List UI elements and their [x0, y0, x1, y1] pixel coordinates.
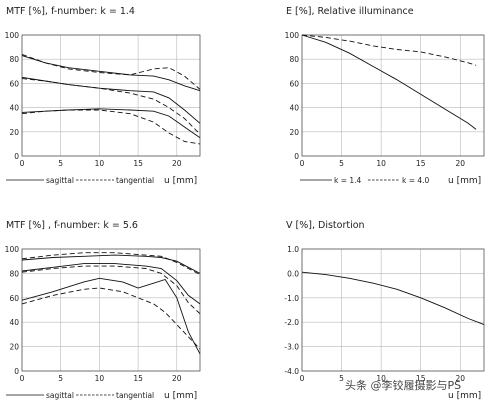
- chart-title: MTF [%] , f-number: k = 5.6: [6, 220, 138, 231]
- legend-label: k = 1.4: [334, 176, 362, 185]
- series-line-solid: [301, 271, 485, 326]
- series-line-dashed: [21, 78, 201, 135]
- x-tick-label: 10: [95, 374, 105, 383]
- series-line-solid: [21, 277, 201, 355]
- legend-label: k = 4.0: [402, 176, 430, 185]
- chart-distortion: V [%], Distortion 0 5 10 15 20 -4.0 -3.0 -2.0 -1.…: [284, 220, 485, 401]
- x-tick-label: 20: [172, 159, 182, 168]
- y-tick-label: -4.0: [284, 367, 299, 376]
- y-tick-label: 20: [9, 128, 19, 137]
- series-line-solid: [301, 34, 477, 130]
- legend-label: sagittal: [46, 391, 74, 400]
- x-tick-label: 10: [376, 159, 386, 168]
- legend-label: tangential: [116, 391, 154, 400]
- y-tick-label: 80: [289, 55, 299, 64]
- series-line-dashed: [21, 287, 201, 350]
- x-tick-label: 5: [58, 374, 63, 383]
- watermark-text: 头条 @李铰履摄影与PS: [345, 378, 461, 392]
- y-tick-label: 20: [9, 343, 19, 352]
- x-axis-label: u [mm]: [164, 176, 197, 186]
- y-tick-label: 100: [5, 31, 20, 40]
- y-tick-label: 0: [294, 152, 299, 161]
- y-tick-label: 40: [289, 104, 299, 113]
- y-tick-label: -2.0: [284, 318, 299, 327]
- y-tick-label: 40: [9, 104, 19, 113]
- plot-frame: [301, 248, 485, 372]
- x-tick-label: 0: [20, 374, 25, 383]
- y-tick-label: 0: [14, 367, 19, 376]
- x-tick-label: 15: [416, 159, 426, 168]
- y-tick-label: 20: [289, 128, 299, 137]
- y-tick-label: 0: [14, 152, 19, 161]
- y-tick-label: 1.0: [287, 245, 299, 254]
- chart-relative-illuminance: E [%], Relative illuminance 0 5 10 15 20 0 20 40…: [285, 6, 485, 186]
- series-line-solid: [21, 263, 201, 305]
- y-tick-label: 80: [9, 269, 19, 278]
- y-tick-label: 60: [9, 79, 19, 88]
- legend-label: sagittal: [46, 176, 74, 185]
- plot-frame: [301, 34, 485, 157]
- x-tick-label: 5: [58, 159, 63, 168]
- chart-mtf-k56: MTF [%] , f-number: k = 5.6 0 5 10 15 20 0 20 40…: [5, 220, 201, 401]
- x-tick-label: 0: [300, 159, 305, 168]
- y-tick-label: 60: [289, 79, 299, 88]
- x-tick-label: 20: [455, 159, 465, 168]
- x-tick-label: 10: [376, 374, 386, 383]
- chart-title: V [%], Distortion: [286, 220, 365, 231]
- y-tick-label: 100: [5, 245, 20, 254]
- y-tick-label: 0.0: [287, 269, 299, 278]
- series-line-solid: [21, 76, 201, 124]
- x-tick-label: 15: [133, 374, 143, 383]
- x-tick-label: 0: [20, 159, 25, 168]
- y-tick-label: -3.0: [284, 343, 299, 352]
- y-tick-label: 60: [9, 294, 19, 303]
- series-line-dashed: [21, 265, 201, 315]
- series-line-dashed: [21, 109, 201, 145]
- chart-mtf-k14: MTF [%], f-number: k = 1.4 0 5 10 15 20 0 20 40 6…: [5, 6, 201, 186]
- x-axis-label: u [mm]: [448, 176, 481, 186]
- series-line-dashed: [21, 252, 201, 275]
- x-tick-label: 15: [416, 374, 426, 383]
- x-tick-label: 15: [133, 159, 143, 168]
- y-tick-label: 40: [9, 318, 19, 327]
- y-tick-label: 100: [285, 31, 300, 40]
- chart-title: E [%], Relative illuminance: [286, 6, 414, 17]
- plot-frame: [21, 248, 201, 372]
- x-tick-label: 5: [339, 159, 344, 168]
- chart-title: MTF [%], f-number: k = 1.4: [6, 6, 135, 17]
- series-line-solid: [21, 254, 201, 274]
- x-tick-label: 20: [455, 374, 465, 383]
- series-line-solid: [21, 108, 201, 139]
- y-tick-label: -1.0: [284, 294, 299, 303]
- legend-label: tangential: [116, 176, 154, 185]
- x-tick-label: 5: [339, 374, 344, 383]
- series-line-dashed: [21, 53, 201, 90]
- plot-frame: [21, 34, 201, 157]
- x-axis-label: u [mm]: [448, 391, 481, 401]
- x-tick-label: 0: [300, 374, 305, 383]
- x-tick-label: 20: [172, 374, 182, 383]
- x-tick-label: 10: [95, 159, 105, 168]
- x-axis-label: u [mm]: [164, 391, 197, 401]
- series-line-dashed: [301, 34, 477, 66]
- y-tick-label: 80: [9, 55, 19, 64]
